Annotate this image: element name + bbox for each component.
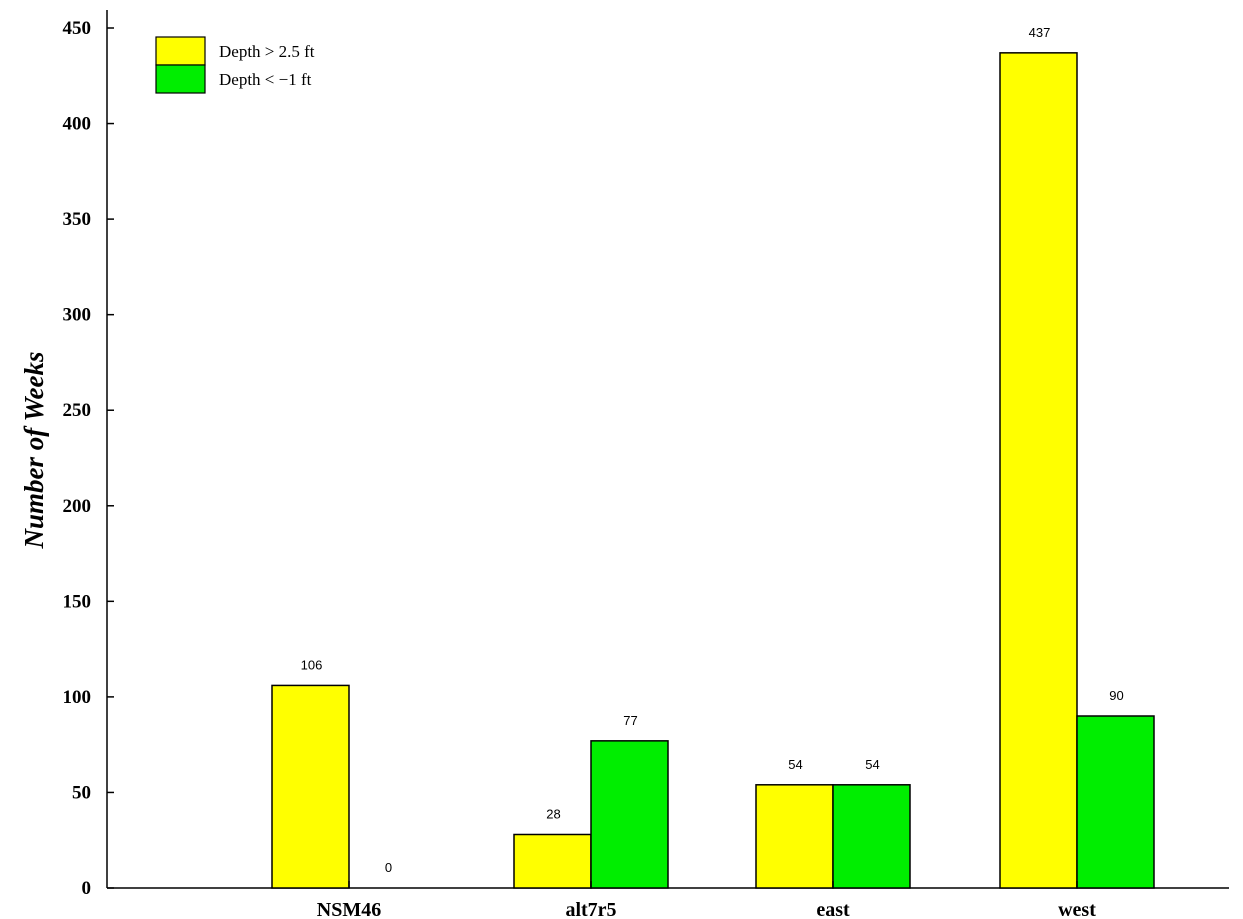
x-axis-labels: NSM46 alt7r5 east west xyxy=(317,881,1096,919)
x-tick-label: east xyxy=(816,899,850,919)
y-tick-label: 0 xyxy=(82,878,92,899)
bars xyxy=(271,52,1155,889)
data-label: 0 xyxy=(385,860,392,875)
x-tick-label: NSM46 xyxy=(317,899,381,919)
bar-NSM46-depth-gt-2-5 xyxy=(271,684,350,889)
bar-alt7r5-depth-gt-2-5 xyxy=(513,833,592,889)
y-tick-label: 250 xyxy=(63,400,92,421)
legend-label: Depth > 2.5 ft xyxy=(219,42,315,61)
y-tick-label: 150 xyxy=(63,591,92,612)
data-label: 90 xyxy=(1109,688,1123,703)
data-label: 106 xyxy=(301,657,323,672)
data-label: 77 xyxy=(623,713,637,728)
data-label: 437 xyxy=(1029,25,1051,40)
legend-label: Depth < −1 ft xyxy=(219,70,312,89)
legend: Depth > 2.5 ft Depth < −1 ft xyxy=(155,36,315,94)
data-label: 54 xyxy=(865,757,879,772)
bar-alt7r5-depth-lt-minus-1 xyxy=(590,740,669,889)
bar-east-depth-lt-minus-1 xyxy=(832,784,911,889)
y-tick-label: 50 xyxy=(72,782,91,803)
bar-west-depth-lt-minus-1 xyxy=(1076,715,1155,889)
legend-swatch xyxy=(155,64,206,94)
legend-swatch xyxy=(155,36,206,66)
y-tick-label: 200 xyxy=(63,496,92,517)
y-tick-label: 450 xyxy=(63,18,92,39)
bar-east-depth-gt-2-5 xyxy=(755,784,834,889)
y-tick-label: 100 xyxy=(63,687,92,708)
data-label: 28 xyxy=(546,806,560,821)
y-tick-label: 400 xyxy=(63,114,92,135)
data-labels: 106 0 28 77 54 54 437 90 xyxy=(301,25,1124,875)
y-tick-label: 300 xyxy=(63,305,92,326)
y-axis-label: Number of Weeks xyxy=(19,352,49,550)
y-tick-label: 350 xyxy=(63,209,92,230)
y-axis-ticks: 0 50 100 150 200 250 300 350 400 450 xyxy=(63,18,114,899)
data-label: 54 xyxy=(788,757,802,772)
x-tick-label: west xyxy=(1058,899,1096,919)
bar-west-depth-gt-2-5 xyxy=(999,52,1078,889)
x-tick-label: alt7r5 xyxy=(565,899,616,919)
